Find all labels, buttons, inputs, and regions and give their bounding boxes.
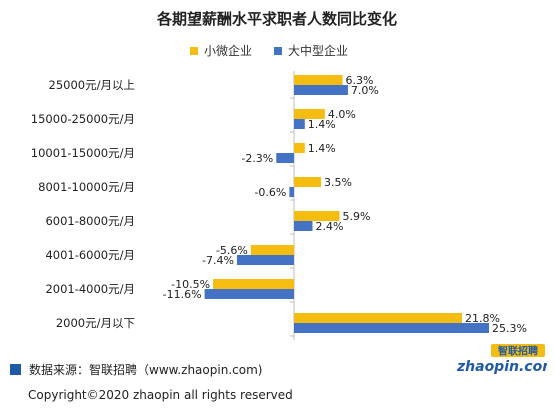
data-label-small: 21.8%: [465, 312, 500, 325]
legend-swatch-large: [274, 46, 283, 55]
data-label-small: -5.6%: [216, 244, 248, 257]
data-label-large: -7.4%: [202, 254, 234, 267]
data-label-small: 3.5%: [324, 176, 352, 189]
bar-small: [294, 177, 321, 187]
data-label-large: 2.4%: [315, 220, 343, 233]
chart-title: 各期望薪酬水平求职者人数同比变化: [156, 10, 397, 28]
category-label: 4001-6000元/月: [45, 248, 135, 262]
legend-item-large: 大中型企业: [274, 42, 348, 59]
bar-small: [250, 245, 294, 255]
bar-small: [294, 75, 343, 85]
bar-large: [294, 323, 489, 333]
data-label-small: 4.0%: [328, 108, 356, 121]
legend-label-small: 小微企业: [204, 44, 253, 58]
data-label-large: -2.3%: [241, 152, 273, 165]
bar-large: [276, 153, 294, 163]
source-marker-icon: [10, 364, 21, 375]
category-label: 8001-10000元/月: [38, 180, 135, 194]
category-label: 2000元/月以下: [56, 316, 135, 330]
legend-swatch-small: [190, 46, 198, 55]
data-label-small: 6.3%: [346, 74, 374, 87]
svg-text:zhaopin.com: zhaopin.com: [456, 359, 547, 374]
data-label-large: -11.6%: [163, 288, 202, 301]
bar-small: [294, 143, 305, 153]
data-source: 数据来源：智联招聘（www.zhaopin.com): [10, 361, 262, 378]
chart-legend: 小微企业 大中型企业: [190, 42, 370, 59]
legend-label-large: 大中型企业: [288, 44, 349, 58]
data-label-small: 5.9%: [342, 210, 370, 223]
bar-large: [294, 221, 313, 231]
data-label-small: 1.4%: [308, 142, 336, 155]
category-label: 6001-8000元/月: [45, 214, 135, 228]
category-label: 10001-15000元/月: [31, 146, 135, 160]
bar-large: [294, 85, 348, 95]
source-text: 数据来源：智联招聘（www.zhaopin.com): [29, 363, 263, 377]
bar-small: [294, 313, 463, 323]
bar-large: [204, 289, 294, 299]
category-label: 2001-4000元/月: [45, 282, 135, 296]
zhaopin-logo: 智联招聘 zhaopin.com: [455, 344, 554, 375]
bar-large: [294, 119, 305, 129]
svg-text:智联招聘: 智联招聘: [498, 345, 538, 358]
bar-small: [213, 279, 294, 289]
category-label: 15000-25000元/月: [31, 112, 135, 126]
data-label-small: -10.5%: [171, 278, 210, 291]
category-label: 25000元/月以上: [49, 78, 135, 92]
copyright-text: Copyright©2020 zhaopin all rights reserv…: [28, 388, 293, 402]
data-label-large: 25.3%: [492, 322, 527, 335]
bar-large: [289, 187, 294, 197]
bar-small: [294, 211, 340, 221]
bar-chart: 25000元/月以上 6.3%7.0%15000-25000元/月 4.0%1.4%…: [31, 71, 527, 340]
bar-small: [294, 109, 325, 119]
data-label-large: -0.6%: [254, 186, 286, 199]
data-label-large: 7.0%: [351, 84, 379, 97]
bar-large: [236, 255, 294, 265]
data-label-large: 1.4%: [308, 118, 336, 131]
legend-item-small: 小微企业: [190, 42, 252, 59]
